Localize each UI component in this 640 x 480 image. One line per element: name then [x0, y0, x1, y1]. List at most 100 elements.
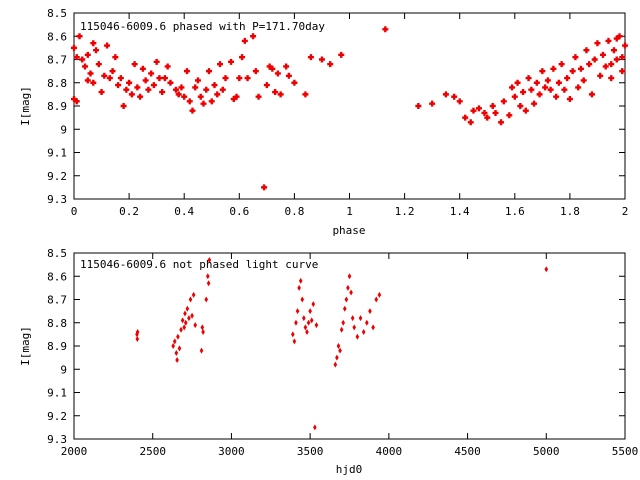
data-point [481, 109, 488, 116]
y-tick-label: 8.5 [47, 7, 67, 20]
y-tick-label: 8.8 [47, 77, 67, 90]
data-point [520, 89, 527, 96]
data-point [531, 100, 538, 107]
data-point [318, 56, 325, 63]
data-point [192, 84, 199, 91]
data-point [164, 63, 171, 70]
data-point [87, 70, 94, 77]
data-point [244, 75, 251, 82]
data-point [263, 82, 270, 89]
data-point [528, 86, 535, 93]
y-tick-label: 8.9 [47, 340, 67, 353]
data-point [172, 338, 177, 345]
data-point [536, 91, 543, 98]
unphased-y-axis-label: I[mag] [19, 326, 32, 366]
data-point [368, 308, 372, 315]
data-point [613, 56, 620, 63]
data-point [189, 107, 196, 114]
data-point [187, 315, 191, 322]
data-point [109, 68, 116, 75]
data-point [333, 361, 338, 368]
data-point [183, 319, 188, 326]
unphased-plot-frame [73, 252, 626, 440]
data-point [608, 75, 615, 82]
data-point [511, 93, 518, 100]
data-point [298, 277, 303, 284]
y-tick-label: 8.6 [47, 270, 67, 283]
data-point [346, 284, 350, 291]
phased-plot-frame [73, 12, 626, 200]
x-tick-label: 1.4 [450, 205, 470, 218]
phased-plot-title: 115046-6009.6 phased with P=171.70day [80, 20, 325, 33]
data-point [145, 86, 152, 93]
data-point [208, 98, 215, 105]
data-point [550, 65, 557, 72]
x-tick-label: 0.6 [229, 205, 249, 218]
data-point [261, 184, 268, 191]
data-point [605, 37, 612, 44]
x-tick-label: 1 [346, 205, 353, 218]
data-point [544, 77, 551, 84]
data-point [228, 58, 235, 65]
data-point [514, 79, 521, 86]
data-point [167, 79, 174, 86]
y-tick-label: 9.3 [47, 433, 67, 446]
data-point [338, 347, 342, 354]
data-point [555, 79, 562, 86]
data-point [306, 319, 311, 326]
x-tick-label: 5000 [533, 445, 560, 458]
data-point [207, 256, 212, 263]
data-point [292, 338, 297, 345]
data-point [377, 291, 382, 298]
data-point [239, 54, 246, 61]
data-point [123, 86, 130, 93]
data-point [112, 54, 119, 61]
data-point [137, 93, 144, 100]
data-point [302, 315, 306, 322]
y-tick-label: 8.7 [47, 294, 67, 307]
data-point [159, 89, 166, 96]
data-point [219, 86, 226, 93]
data-point [339, 326, 344, 333]
data-point [588, 91, 595, 98]
data-point [175, 356, 179, 363]
data-point [506, 112, 513, 119]
data-point [201, 329, 205, 336]
data-point [342, 305, 347, 312]
data-point [327, 61, 334, 68]
data-point [613, 35, 620, 42]
y-tick-label: 9.3 [47, 193, 67, 206]
data-point [90, 40, 97, 47]
data-point [489, 103, 496, 110]
data-point [181, 93, 188, 100]
data-point [148, 70, 155, 77]
data-point [300, 296, 305, 303]
data-point [283, 63, 290, 70]
data-point [203, 86, 210, 93]
data-point [179, 326, 183, 333]
data-point [156, 75, 163, 82]
y-tick-label: 8.8 [47, 317, 67, 330]
data-point [200, 100, 207, 107]
x-tick-label: 3000 [218, 445, 245, 458]
y-tick-label: 8.9 [47, 100, 67, 113]
data-point [484, 114, 491, 121]
x-tick-label: 3500 [297, 445, 324, 458]
y-tick-label: 9.2 [47, 410, 67, 423]
data-point [186, 98, 193, 105]
data-point [470, 107, 477, 114]
data-point [580, 77, 587, 84]
x-tick-label: 2500 [139, 445, 166, 458]
data-point [597, 72, 604, 79]
data-point [176, 333, 180, 340]
data-point [182, 324, 186, 331]
y-tick-label: 9.2 [47, 170, 67, 183]
data-point [302, 91, 309, 98]
data-point [371, 324, 375, 331]
data-point [517, 103, 524, 110]
data-point [190, 312, 194, 319]
data-point [180, 317, 185, 324]
data-point [117, 75, 124, 82]
data-point [90, 79, 97, 86]
data-point [120, 103, 127, 110]
